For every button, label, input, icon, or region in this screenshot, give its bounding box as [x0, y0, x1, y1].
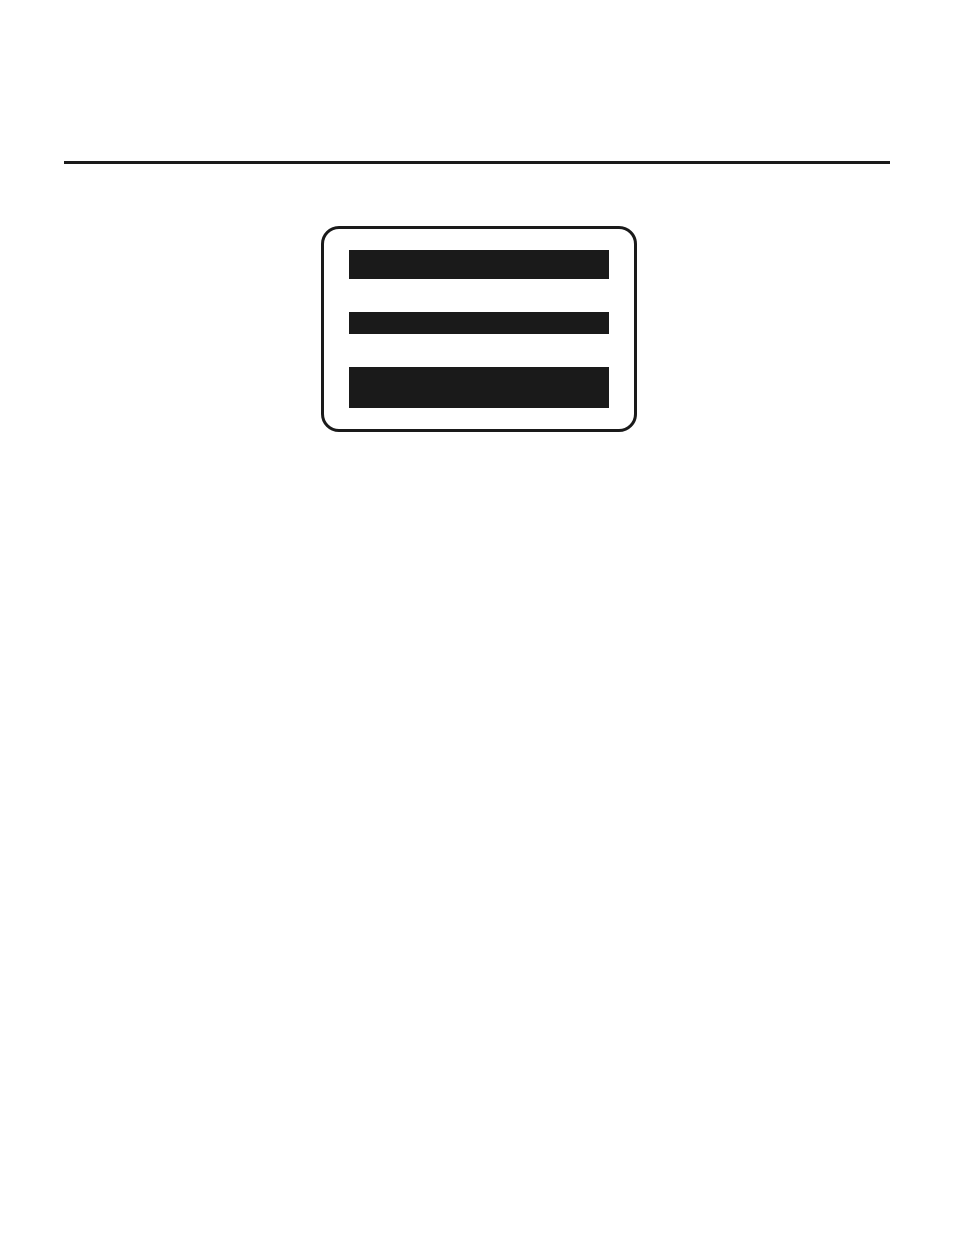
- document-page: [0, 0, 954, 1235]
- menu-bar-3: [349, 367, 609, 408]
- menu-bar-1: [349, 250, 609, 279]
- menu-icon: [321, 226, 637, 432]
- horizontal-divider: [64, 161, 890, 164]
- menu-bar-2: [349, 312, 609, 334]
